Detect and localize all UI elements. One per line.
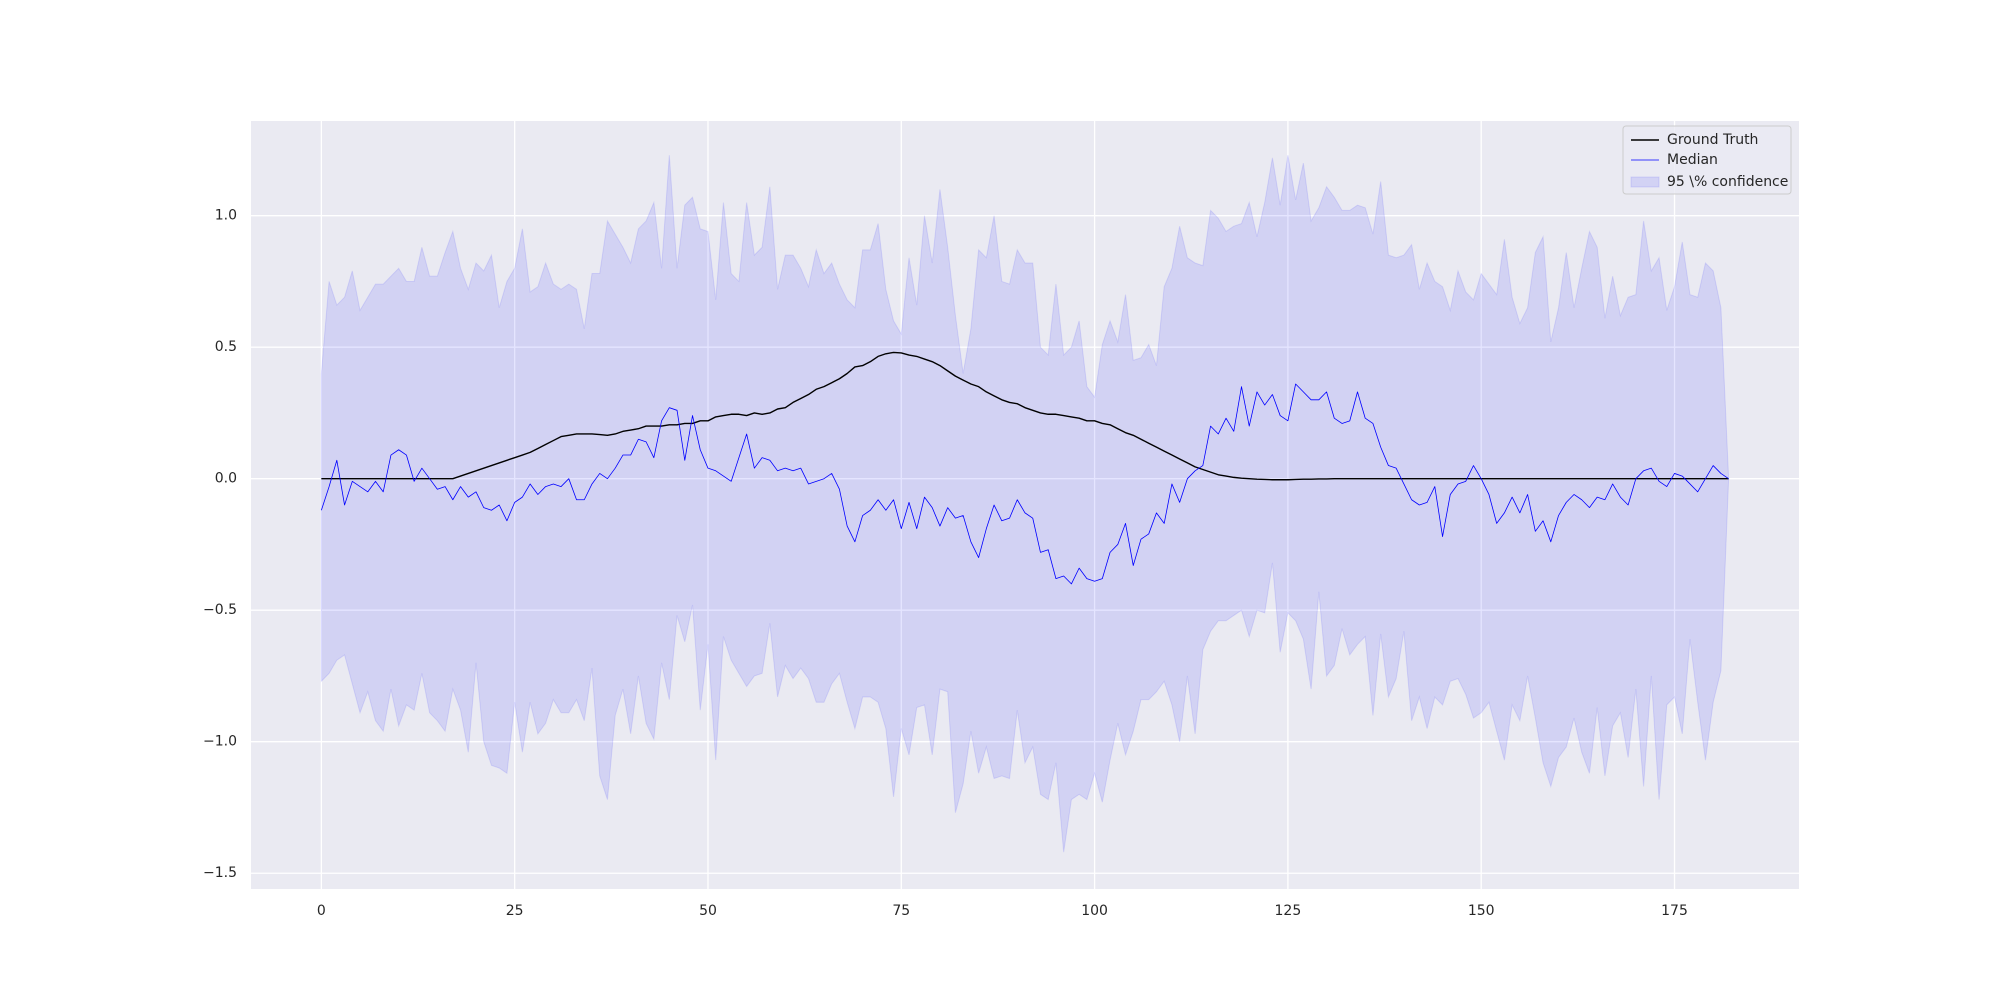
legend-label: Ground Truth [1667, 132, 1758, 148]
legend-box [1622, 125, 1792, 195]
x-tick-label: 100 [1081, 903, 1108, 919]
legend: Ground Truth Median 95 \% confidence [1622, 125, 1792, 195]
line [320, 383, 1729, 585]
line [321, 351, 1729, 481]
x-tick-label: 75 [892, 903, 910, 919]
y-tick-label: 1.0 [215, 208, 237, 224]
plot-area [251, 121, 1799, 889]
x-tick-label: 25 [506, 903, 524, 919]
legend-swatch [1630, 176, 1660, 188]
x-tick-label: 125 [1275, 903, 1302, 919]
y-tick-label: −0.5 [203, 602, 237, 618]
y-tick-label: −1.5 [203, 865, 237, 881]
y-tick-label: 0.0 [215, 471, 237, 487]
legend-label: 95 \% confidence [1667, 174, 1788, 190]
x-tick-label: 150 [1468, 903, 1495, 919]
x-tick-label: 0 [317, 903, 326, 919]
confidence-band [320, 155, 1730, 853]
y-tick-label: −1.0 [203, 734, 237, 750]
x-tick-label: 50 [699, 903, 717, 919]
x-tick-label: 175 [1661, 903, 1688, 919]
y-tick-label: 0.5 [215, 339, 237, 355]
legend-label: Median [1667, 152, 1718, 168]
